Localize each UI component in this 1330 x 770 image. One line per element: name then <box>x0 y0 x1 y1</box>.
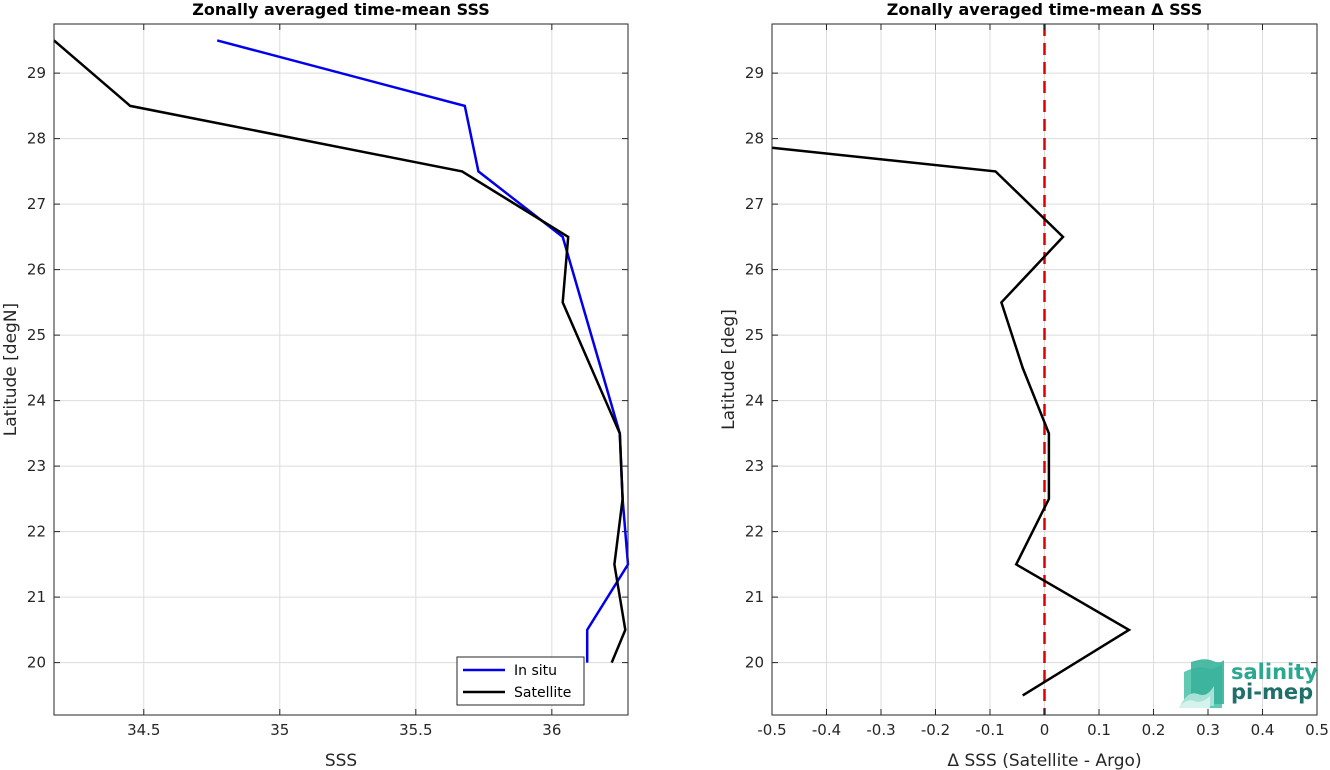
legend-label-in-situ: In situ <box>514 663 557 679</box>
y-tick-label: 28 <box>27 130 46 148</box>
x-tick-label: 0.4 <box>1251 721 1275 739</box>
y-tick-label: 25 <box>745 326 764 344</box>
sss-panel: 34.5 35 35.5 36 20 21 22 23 24 25 26 27 28 29 Zonally… <box>1 0 630 770</box>
legend-label-satellite: Satellite <box>514 685 571 701</box>
y-tick-label: 26 <box>27 261 46 279</box>
x-tick-label: 35.5 <box>399 721 432 739</box>
sss-x-axis-label: SSS <box>325 751 357 770</box>
legend-box <box>456 656 585 706</box>
y-tick-label: 29 <box>27 64 46 82</box>
y-tick-label: 22 <box>745 523 764 541</box>
y-tick-label: 29 <box>745 64 764 82</box>
x-tick-label: 0 <box>1040 721 1050 739</box>
y-tick-label: 20 <box>745 654 764 672</box>
delta-sss-series <box>771 24 1132 715</box>
x-tick-label: 0.1 <box>1087 721 1111 739</box>
logo-text-line1: salinity <box>1231 660 1318 684</box>
x-tick-label: -0.4 <box>812 721 841 739</box>
sss-series <box>53 39 630 664</box>
y-tick-label: 27 <box>27 195 46 213</box>
y-tick-label: 23 <box>27 457 46 475</box>
sss-axes-box <box>53 23 629 716</box>
y-tick-label: 20 <box>27 654 46 672</box>
y-tick-label: 24 <box>745 392 764 410</box>
series-line-series-0 <box>771 146 1132 697</box>
delta-sss-ticks: -0.5 -0.4 -0.3 -0.2 -0.1 0 0.1 0.2 0.3 0.4 0.5 20 21… <box>745 24 1329 739</box>
y-tick-label: 21 <box>745 588 764 606</box>
x-tick-label: -0.5 <box>757 721 786 739</box>
series-line-satellite <box>53 39 627 664</box>
salinity-pi-mep-logo: salinity pi-mep <box>1178 659 1318 708</box>
wave-logo-icon <box>1178 659 1224 708</box>
y-tick-label: 28 <box>745 130 764 148</box>
y-tick-label: 21 <box>27 588 46 606</box>
x-tick-label: 35 <box>270 721 289 739</box>
x-tick-label: -0.3 <box>866 721 895 739</box>
delta-sss-y-axis-label: Latitude [deg] <box>719 309 739 430</box>
delta-sss-panel: -0.5 -0.4 -0.3 -0.2 -0.1 0 0.1 0.2 0.3 0.4 0.5 20 21… <box>719 0 1329 770</box>
x-tick-label: 0.3 <box>1196 721 1220 739</box>
y-tick-label: 23 <box>745 457 764 475</box>
x-tick-label: 0.5 <box>1305 721 1329 739</box>
y-tick-label: 25 <box>27 326 46 344</box>
y-tick-label: 26 <box>745 261 764 279</box>
y-tick-label: 27 <box>745 195 764 213</box>
sss-chart-title: Zonally averaged time-mean SSS <box>192 0 490 19</box>
x-tick-label: -0.1 <box>975 721 1004 739</box>
sss-legend: In situ Satellite <box>456 656 585 706</box>
delta-sss-chart-title: Zonally averaged time-mean Δ SSS <box>887 0 1203 19</box>
logo-text-line2: pi-mep <box>1231 680 1313 704</box>
series-line-in-situ <box>216 39 630 663</box>
y-tick-label: 24 <box>27 392 46 410</box>
x-tick-label: -0.2 <box>921 721 950 739</box>
sss-y-axis-label: Latitude [degN] <box>1 303 21 436</box>
x-tick-label: 34.5 <box>127 721 160 739</box>
sss-ticks: 34.5 35 35.5 36 20 21 22 23 24 25 26 27 28 29 <box>27 24 628 739</box>
x-tick-label: 0.2 <box>1142 721 1166 739</box>
x-tick-label: 36 <box>542 721 561 739</box>
y-tick-label: 22 <box>27 523 46 541</box>
delta-sss-x-axis-label: Δ SSS (Satellite - Argo) <box>947 751 1141 770</box>
sss-grid <box>54 24 628 715</box>
